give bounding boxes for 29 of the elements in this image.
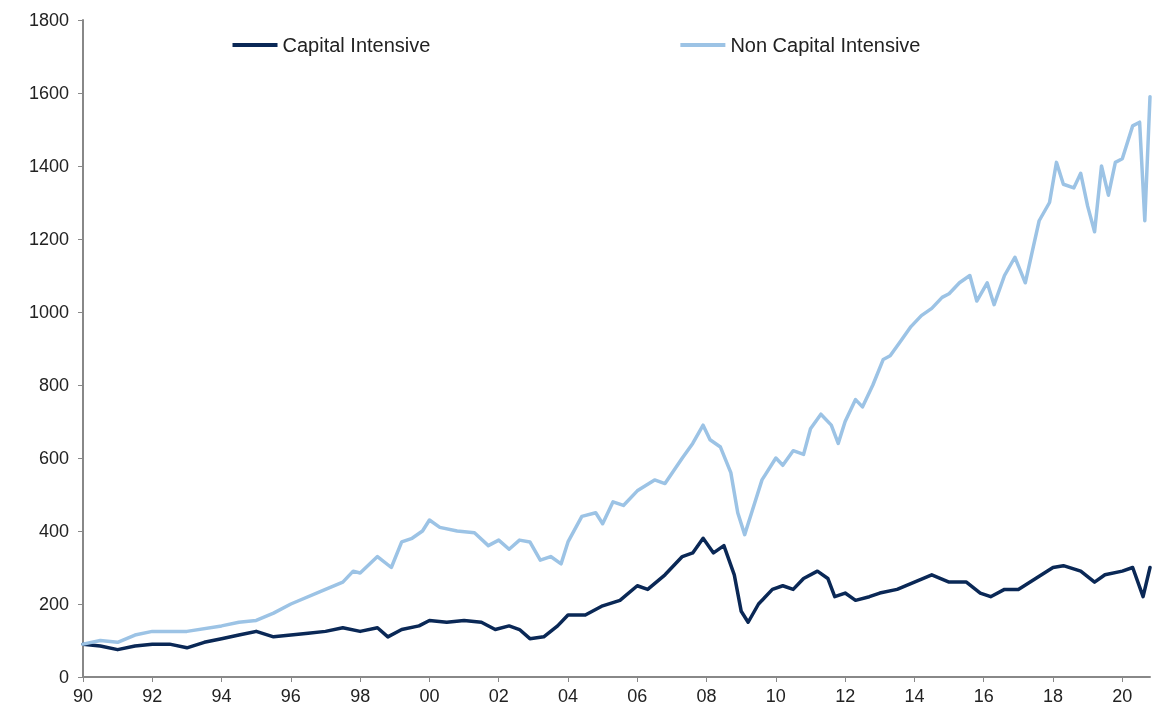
- y-tick-label: 400: [38, 521, 69, 541]
- x-tick-label: 08: [696, 686, 717, 706]
- y-tick-label: 200: [38, 594, 69, 614]
- x-tick-label: 14: [904, 686, 925, 706]
- y-tick-label: 1200: [28, 229, 69, 249]
- y-tick-label: 800: [38, 375, 69, 395]
- y-tick-label: 600: [38, 448, 69, 468]
- x-tick-label: 10: [765, 686, 786, 706]
- x-tick-label: 18: [1042, 686, 1064, 706]
- y-tick-label: 1400: [28, 156, 69, 176]
- y-tick-label: 1000: [28, 302, 69, 322]
- line-series: [81, 94, 1152, 646]
- x-tick-label: 90: [72, 686, 94, 706]
- x-tick-label: 20: [1112, 686, 1133, 706]
- legend-label: Capital Intensive: [282, 34, 431, 56]
- x-tick-label: 00: [419, 686, 440, 706]
- y-tick-label: 0: [58, 667, 69, 687]
- x-tick-label: 96: [280, 686, 301, 706]
- x-tick-label: 94: [211, 686, 232, 706]
- legend-label: Non Capital Intensive: [730, 34, 921, 56]
- y-tick-label: 1600: [28, 83, 69, 103]
- x-tick-label: 16: [973, 686, 994, 706]
- x-tick-label: 02: [488, 686, 509, 706]
- x-tick-label: 12: [835, 686, 856, 706]
- x-tick-label: 06: [627, 686, 648, 706]
- x-tick-label: 92: [142, 686, 163, 706]
- x-tick-label: 98: [350, 686, 371, 706]
- y-tick-label: 1800: [28, 10, 69, 30]
- x-tick-label: 04: [557, 686, 579, 706]
